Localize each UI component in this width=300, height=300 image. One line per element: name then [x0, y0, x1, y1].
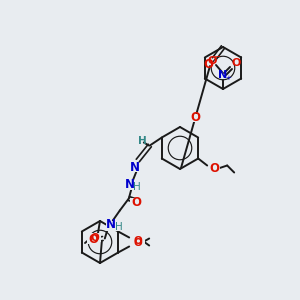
Text: O: O — [89, 233, 99, 246]
Text: O: O — [203, 58, 213, 71]
Text: H: H — [133, 182, 141, 191]
FancyBboxPatch shape — [130, 197, 142, 206]
Text: O: O — [231, 58, 241, 68]
FancyBboxPatch shape — [87, 235, 99, 244]
FancyBboxPatch shape — [131, 236, 145, 244]
FancyBboxPatch shape — [106, 220, 124, 230]
FancyBboxPatch shape — [210, 164, 220, 172]
Text: O: O — [91, 233, 99, 243]
Text: N: N — [125, 178, 135, 191]
Text: O: O — [207, 56, 217, 66]
Text: O: O — [132, 196, 142, 209]
FancyBboxPatch shape — [129, 163, 141, 172]
Text: +: + — [225, 76, 231, 82]
Text: O: O — [134, 236, 142, 245]
Text: H: H — [115, 223, 123, 232]
FancyBboxPatch shape — [190, 113, 200, 122]
Text: O: O — [134, 238, 142, 248]
Text: H: H — [138, 136, 147, 146]
Text: O: O — [190, 111, 200, 124]
Text: N: N — [106, 218, 116, 231]
FancyBboxPatch shape — [87, 233, 101, 242]
Text: N: N — [218, 70, 228, 80]
Text: −: − — [214, 52, 220, 62]
Text: N: N — [130, 161, 140, 174]
FancyBboxPatch shape — [124, 179, 140, 190]
Text: O: O — [209, 162, 219, 175]
FancyBboxPatch shape — [131, 238, 145, 247]
